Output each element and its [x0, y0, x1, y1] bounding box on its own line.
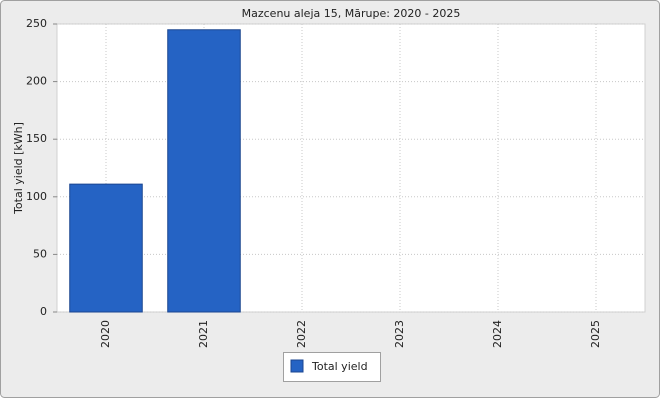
chart-title: Mazcenu aleja 15, Mārupe: 2020 - 2025 — [242, 7, 461, 20]
x-tick-label: 2025 — [589, 320, 602, 348]
x-tick-label: 2023 — [393, 320, 406, 348]
x-tick-label: 2024 — [491, 320, 504, 348]
x-tick-label: 2021 — [197, 320, 210, 348]
legend-label: Total yield — [311, 360, 368, 373]
y-tick-label: 200 — [26, 75, 47, 88]
x-tick-label: 2020 — [99, 320, 112, 348]
legend-swatch — [290, 359, 304, 373]
y-tick-label: 100 — [26, 190, 47, 203]
plot-area — [56, 23, 646, 313]
y-tick-label: 0 — [40, 305, 47, 318]
y-tick-label: 50 — [33, 247, 47, 260]
bar — [167, 29, 241, 313]
y-tick-label: 250 — [26, 17, 47, 30]
x-tick-label: 2022 — [295, 320, 308, 348]
y-tick-label: 150 — [26, 132, 47, 145]
bar — [69, 183, 143, 313]
y-axis-label: Total yield [kWh] — [12, 122, 25, 215]
